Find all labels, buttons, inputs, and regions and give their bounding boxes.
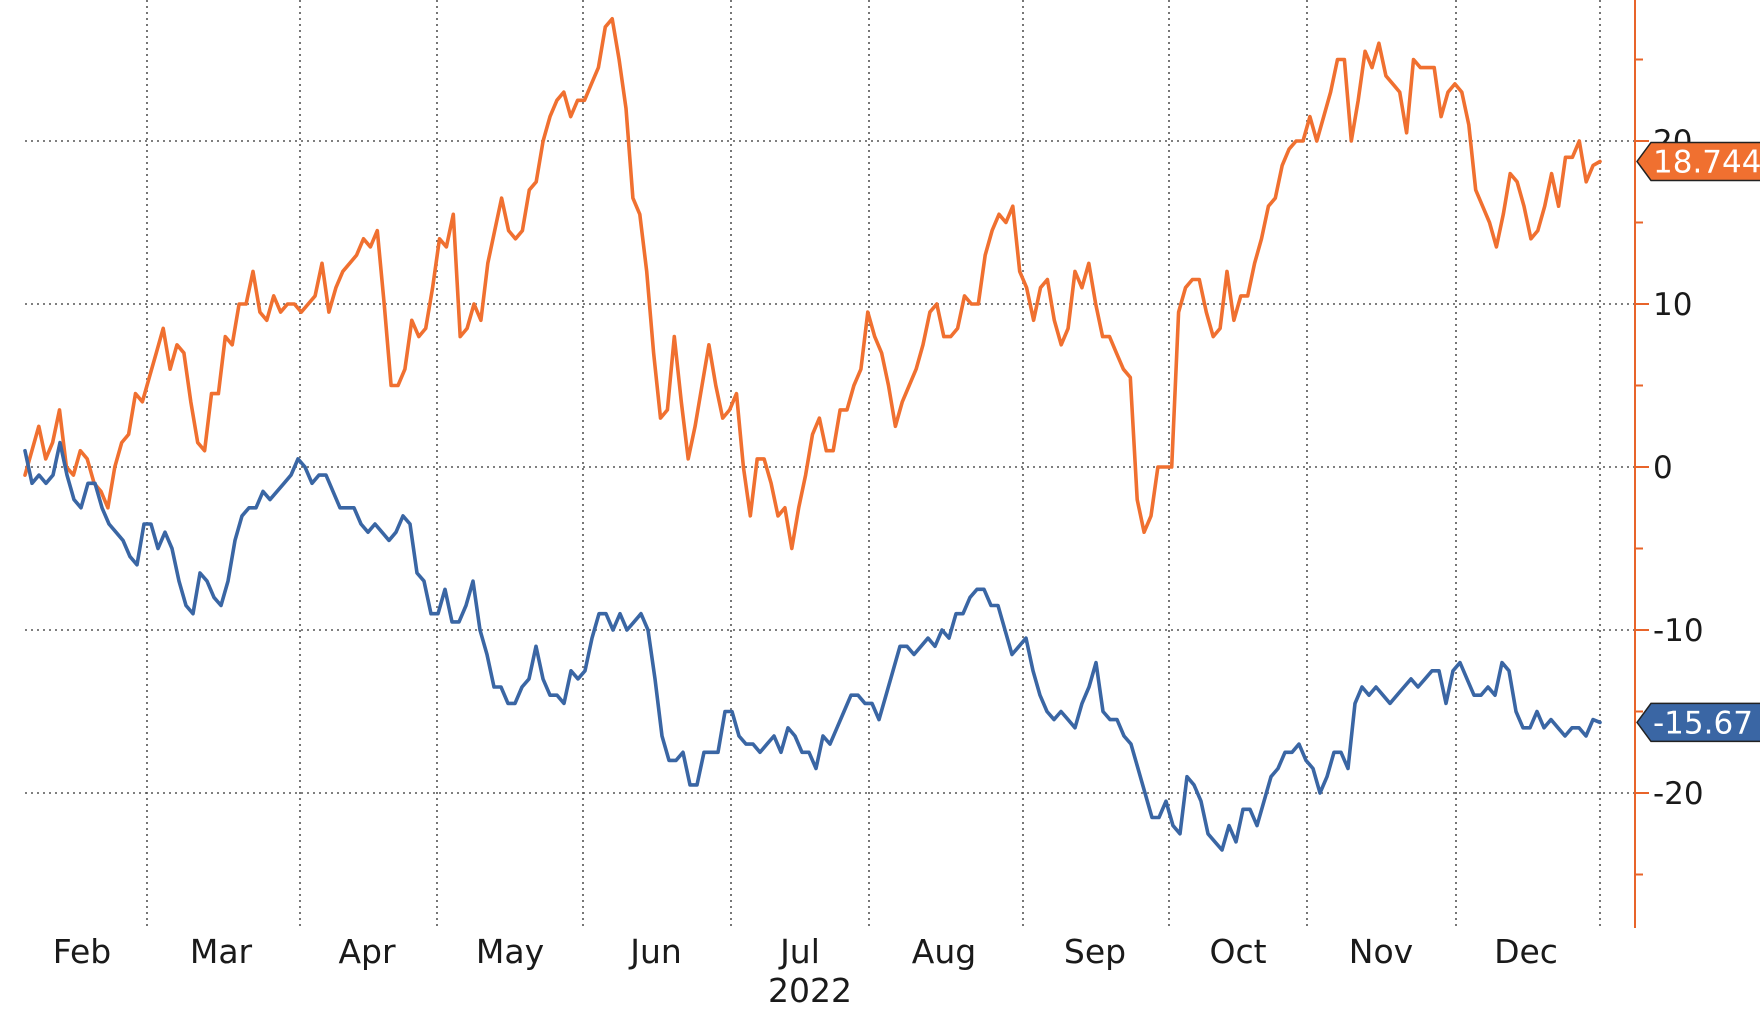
x-tick-label: Apr <box>338 932 396 971</box>
x-tick-label: Nov <box>1349 932 1413 971</box>
y-tick-label: 10 <box>1653 287 1692 323</box>
last-value-tags: 18.744 -15.67 <box>1636 141 1760 743</box>
x-tick-label: Jul <box>778 932 820 971</box>
grid-lines <box>25 0 1635 928</box>
x-tick-label: Mar <box>190 932 253 971</box>
x-tick-label: Feb <box>53 932 111 971</box>
series-layer <box>23 16 1602 852</box>
blue-last-value-label: -15.67 <box>1653 705 1753 741</box>
x-tick-label: Sep <box>1064 932 1126 971</box>
x-tick-label: Aug <box>912 932 976 971</box>
x-tick-label: Jun <box>628 932 682 971</box>
x-tick-label: May <box>476 932 544 971</box>
x-tick-label: Dec <box>1494 932 1558 971</box>
y-tick-label: -10 <box>1653 613 1704 649</box>
orange-last-value-tag <box>1636 141 1760 182</box>
x-axis-year-label: 2022 <box>768 971 852 1010</box>
y-axis: 20100-10-20 <box>1634 0 1704 928</box>
y-tick-label: -20 <box>1653 776 1704 812</box>
orange-last-value-label: 18.744 <box>1653 144 1760 180</box>
x-axis-labels: Feb Mar Apr May Jun Jul Aug Sep Oct Nov Dec <box>53 932 1558 971</box>
blue-last-value-tag <box>1636 702 1760 743</box>
x-tick-label: Oct <box>1209 932 1266 971</box>
y-tick-label: 0 <box>1653 450 1673 486</box>
series-line-orange <box>23 16 1602 551</box>
series-line-blue <box>23 440 1602 852</box>
